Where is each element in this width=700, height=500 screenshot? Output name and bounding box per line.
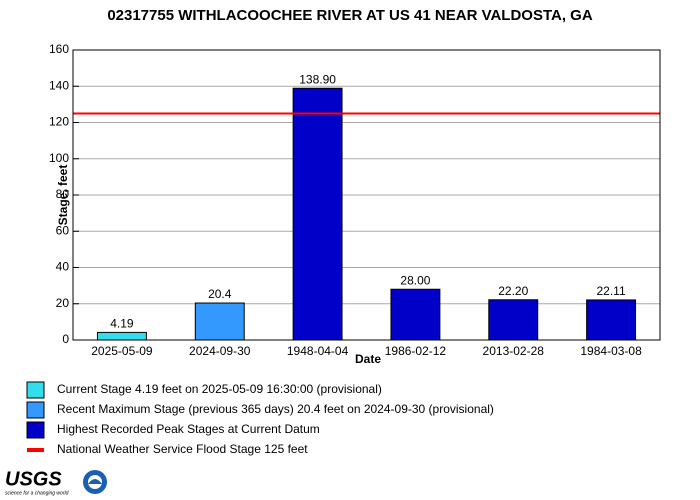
bar [96,331,147,341]
usgs-tagline: science for a changing world [5,490,69,496]
legend-label: Recent Maximum Stage (previous 365 days)… [57,402,494,416]
usgs-logo: USGS [5,468,62,490]
y-tick-label: 60 [56,223,70,237]
x-tick-label: 1984-03-08 [580,344,642,358]
x-tick-label: 1948-04-04 [287,344,349,358]
value-label: 20.4 [208,287,232,301]
y-tick-label: 20 [56,296,70,310]
legend-label: National Weather Service Flood Stage 125… [57,442,308,456]
bar [194,302,245,341]
bar [292,87,343,341]
bar [390,288,441,341]
chart-title: 02317755 WITHLACOOCHEE RIVER AT US 41 NE… [107,7,593,24]
noaa-logo [83,470,107,494]
x-tick-label: 2025-05-09 [91,344,153,358]
y-tick-label: 80 [56,187,70,201]
plot-border [72,49,661,341]
x-tick-label: 2024-09-30 [189,344,251,358]
legend-label: Current Stage 4.19 feet on 2025-05-09 16… [57,382,382,396]
y-tick-label: 0 [62,332,69,346]
value-label: 28.00 [400,273,430,287]
value-label: 4.19 [110,317,134,331]
y-tick-label: 160 [49,42,69,56]
legend-swatch [26,381,45,399]
bar [586,299,637,341]
x-axis-label: Date [355,352,381,366]
y-tick-label: 120 [49,115,69,129]
y-tick-label: 100 [49,151,69,165]
legend-label: Highest Recorded Peak Stages at Current … [57,422,320,436]
y-tick-label: 40 [56,260,70,274]
x-tick-label: 1986-02-12 [385,344,447,358]
y-axis-label: Stage, feet [56,165,70,226]
bar [488,299,539,341]
legend-swatch [26,421,45,439]
legend-swatch [27,448,44,452]
x-tick-label: 2013-02-28 [483,344,545,358]
value-label: 22.11 [597,284,626,298]
y-tick-label: 140 [49,78,69,92]
legend-swatch [26,401,45,419]
value-label: 138.90 [299,72,336,86]
value-label: 22.20 [498,284,528,298]
